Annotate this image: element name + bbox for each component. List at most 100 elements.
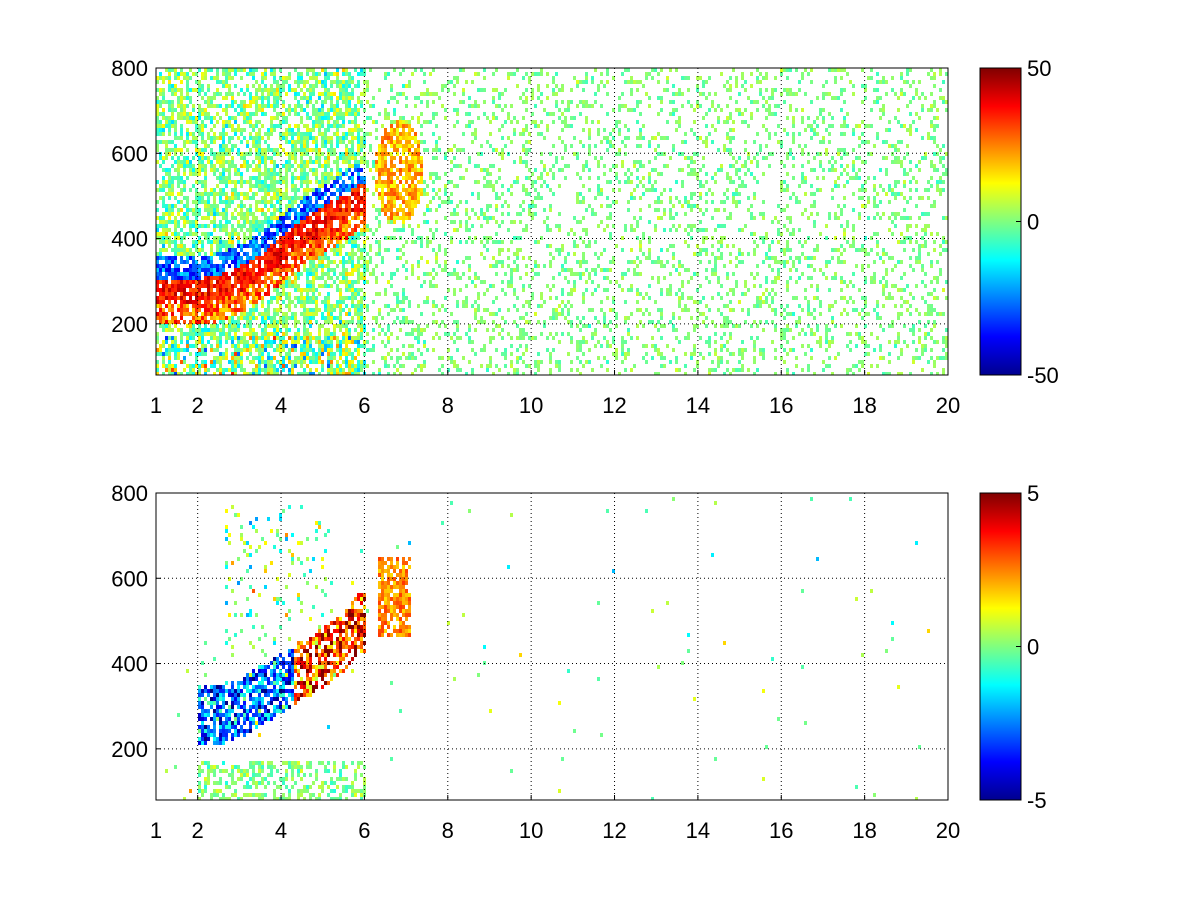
heatmap-cell [219,160,222,164]
heatmap-cell [303,296,306,300]
heatmap-cell [321,348,324,352]
heatmap-cell [420,328,423,332]
heatmap-cell [258,164,261,168]
heatmap-cell [255,140,258,144]
heatmap-cell [336,208,339,212]
heatmap-cell [513,368,516,372]
heatmap-cell [282,264,285,268]
heatmap-cell [384,136,387,140]
heatmap-cell [426,120,429,124]
heatmap-cell [180,336,183,340]
heatmap-cell [159,224,162,228]
heatmap-cell [186,284,189,288]
heatmap-cell [171,364,174,368]
heatmap-cell [276,252,279,256]
heatmap-cell [267,300,270,304]
heatmap-cell [492,328,495,332]
heatmap-cell [330,248,333,252]
heatmap-cell [276,116,279,120]
heatmap-cell [198,268,201,272]
heatmap-cell [243,92,246,96]
heatmap-cell [507,248,510,252]
heatmap-cell [198,348,201,352]
heatmap-cell [471,304,474,308]
heatmap-cell [201,280,204,284]
heatmap-cell [327,260,330,264]
heatmap-cell [216,120,219,124]
heatmap-cell [216,268,219,272]
heatmap-cell [276,348,279,352]
heatmap-cell [549,356,552,360]
heatmap-cell [321,248,324,252]
heatmap-cell [318,372,321,375]
heatmap-cell [264,368,267,372]
heatmap-cell [165,328,168,332]
heatmap-cell [342,156,345,160]
heatmap-cell [225,296,228,300]
heatmap-cell [303,92,306,96]
heatmap-cell [282,84,285,88]
heatmap-cell [297,148,300,152]
heatmap-cell [231,156,234,160]
heatmap-cell [420,168,423,172]
heatmap-cell [234,360,237,364]
heatmap-cell [300,260,303,264]
heatmap-cell [168,324,171,328]
heatmap-cell [228,328,231,332]
heatmap-cell [240,368,243,372]
heatmap-cell [420,284,423,288]
heatmap-cell [225,256,228,260]
heatmap-cell [195,288,198,292]
heatmap-cell [285,152,288,156]
heatmap-cell [249,312,252,316]
heatmap-cell [411,128,414,132]
heatmap-cell [267,236,270,240]
heatmap-cell [312,148,315,152]
heatmap-cell [393,140,396,144]
heatmap-cell [339,140,342,144]
heatmap-cell [222,268,225,272]
heatmap-cell [486,140,489,144]
heatmap-cell [402,152,405,156]
heatmap-cell [264,244,267,248]
heatmap-cell [303,360,306,364]
heatmap-cell [243,120,246,124]
heatmap-cell [189,288,192,292]
heatmap-cell [414,172,417,176]
heatmap-cell [450,160,453,164]
heatmap-cell [342,216,345,220]
heatmap-cell [207,84,210,88]
heatmap-cell [396,216,399,220]
heatmap-cell [276,256,279,260]
heatmap-cell [309,168,312,172]
heatmap-cell [360,312,363,316]
heatmap-cell [345,268,348,272]
heatmap-cell [333,248,336,252]
heatmap-cell [366,304,369,308]
heatmap-cell [168,244,171,248]
heatmap-cell [234,300,237,304]
heatmap-cell [216,236,219,240]
heatmap-cell [249,224,252,228]
heatmap-cell [216,288,219,292]
heatmap-cell [333,356,336,360]
heatmap-cell [420,368,423,372]
heatmap-cell [261,332,264,336]
heatmap-cell [411,196,414,200]
heatmap-cell [387,188,390,192]
heatmap-cell [432,68,435,72]
heatmap-cell [411,228,414,232]
heatmap-cell [240,356,243,360]
heatmap-cell [516,68,519,72]
heatmap-cell [315,288,318,292]
heatmap-cell [186,252,189,256]
heatmap-cell [264,332,267,336]
heatmap-cell [348,156,351,160]
heatmap-cell [216,368,219,372]
heatmap-cell [201,232,204,236]
heatmap-cell [282,316,285,320]
heatmap-cell [513,260,516,264]
heatmap-cell [351,272,354,276]
heatmap-cell [375,180,378,184]
heatmap-cell [354,296,357,300]
